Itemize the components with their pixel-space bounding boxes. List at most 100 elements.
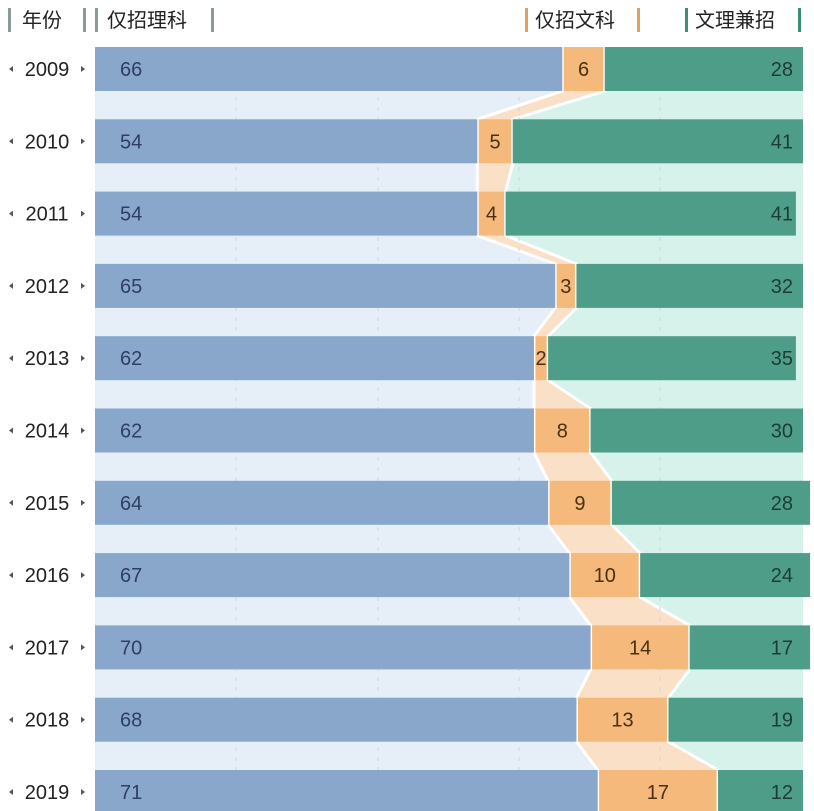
bar-both bbox=[668, 697, 803, 742]
bar-arts-only bbox=[556, 263, 575, 308]
value-label-both: 41 bbox=[771, 204, 793, 226]
value-label-arts-only: 8 bbox=[557, 421, 568, 443]
value-label-arts-only: 2 bbox=[535, 348, 546, 370]
year-arrow-left bbox=[9, 427, 13, 434]
value-label-science-only: 70 bbox=[120, 637, 142, 659]
bar-arts-only bbox=[592, 625, 689, 670]
year-label: 2011 bbox=[25, 204, 68, 226]
header-separator bbox=[798, 8, 801, 32]
value-label-both: 19 bbox=[771, 710, 793, 732]
value-label-arts-only: 4 bbox=[486, 204, 497, 226]
bar-science-only bbox=[95, 480, 549, 525]
year-arrow-right bbox=[81, 66, 85, 72]
bar-science-only bbox=[95, 553, 570, 598]
year-label: 2019 bbox=[25, 782, 70, 804]
bar-both bbox=[576, 263, 803, 308]
year-label: 2012 bbox=[25, 276, 70, 298]
bar-both bbox=[512, 119, 803, 164]
value-label-both: 17 bbox=[771, 637, 793, 659]
bar-arts-only bbox=[549, 480, 611, 525]
value-label-arts-only: 14 bbox=[629, 637, 651, 659]
value-label-both: 28 bbox=[771, 493, 793, 515]
value-label-arts-only: 6 bbox=[578, 59, 589, 81]
bar-science-only bbox=[95, 625, 591, 670]
bar-both bbox=[611, 480, 811, 525]
value-label-science-only: 68 bbox=[120, 710, 142, 732]
year-label: 2017 bbox=[25, 637, 70, 659]
header-year: 年份 bbox=[22, 9, 62, 32]
year-label: 2018 bbox=[25, 710, 70, 732]
bar-both bbox=[604, 47, 803, 91]
value-label-science-only: 54 bbox=[120, 131, 142, 153]
bar-both bbox=[640, 553, 811, 598]
value-label-science-only: 62 bbox=[120, 421, 142, 443]
value-label-both: 32 bbox=[771, 276, 793, 298]
value-label-arts-only: 9 bbox=[574, 493, 585, 515]
bar-arts-only bbox=[478, 191, 505, 236]
year-arrow-left bbox=[9, 499, 13, 506]
bar-science-only bbox=[95, 408, 534, 453]
year-label: 2013 bbox=[25, 348, 70, 370]
value-label-both: 30 bbox=[771, 421, 793, 443]
bar-both bbox=[689, 625, 811, 670]
header-science-only: 仅招理科 bbox=[107, 9, 187, 32]
value-label-arts-only: 3 bbox=[560, 276, 571, 298]
year-arrow-right bbox=[81, 355, 85, 362]
header-separator bbox=[525, 8, 528, 32]
value-label-both: 28 bbox=[771, 59, 793, 81]
value-label-science-only: 65 bbox=[120, 276, 142, 298]
bar-arts-only bbox=[570, 553, 639, 598]
year-arrow-right bbox=[81, 210, 85, 217]
header-separator bbox=[83, 8, 86, 32]
header-both: 文理兼招 bbox=[695, 9, 775, 32]
bar-arts-only bbox=[535, 408, 590, 453]
bar-arts-only bbox=[563, 47, 604, 91]
value-label-science-only: 62 bbox=[120, 348, 142, 370]
bar-science-only bbox=[95, 770, 598, 811]
column-headers: 年份 仅招理科 仅招文科 文理兼招 bbox=[8, 8, 801, 32]
year-label: 2014 bbox=[25, 421, 70, 443]
year-arrow-left bbox=[9, 210, 13, 217]
value-label-arts-only: 10 bbox=[594, 565, 616, 587]
arts-band bbox=[477, 47, 719, 811]
bar-science-only bbox=[95, 336, 534, 381]
header-separator bbox=[685, 8, 688, 32]
value-label-arts-only: 13 bbox=[611, 710, 633, 732]
year-arrow-left bbox=[9, 716, 13, 723]
header-separator bbox=[8, 8, 11, 32]
year-arrow-left bbox=[9, 138, 13, 145]
value-label-science-only: 67 bbox=[120, 565, 142, 587]
year-arrow-right bbox=[81, 716, 85, 723]
header-arts-only: 仅招文科 bbox=[535, 9, 615, 32]
value-label-both: 12 bbox=[771, 782, 793, 804]
value-label-science-only: 66 bbox=[120, 59, 142, 81]
header-separator bbox=[211, 8, 214, 32]
bar-arts-only bbox=[577, 697, 667, 742]
bar-both bbox=[548, 336, 796, 381]
year-label: 2010 bbox=[25, 131, 70, 153]
bar-both bbox=[718, 770, 803, 811]
year-label: 2015 bbox=[25, 493, 70, 515]
header-separator bbox=[637, 8, 640, 32]
bar-science-only bbox=[95, 697, 577, 742]
year-arrow-left bbox=[9, 66, 13, 72]
year-arrow-right bbox=[81, 499, 85, 506]
bar-both bbox=[505, 191, 796, 236]
value-label-arts-only: 17 bbox=[647, 782, 669, 804]
year-label: 2009 bbox=[25, 59, 70, 81]
year-arrow-right bbox=[81, 282, 85, 289]
year-label: 2016 bbox=[25, 565, 70, 587]
value-label-science-only: 71 bbox=[120, 782, 142, 804]
value-label-arts-only: 5 bbox=[489, 131, 500, 153]
bar-arts-only bbox=[599, 770, 717, 811]
year-arrow-right bbox=[81, 138, 85, 145]
value-label-both: 35 bbox=[771, 348, 793, 370]
bar-arts-only bbox=[478, 119, 512, 164]
year-arrow-right bbox=[81, 427, 85, 434]
bar-arts-only bbox=[535, 336, 547, 381]
value-label-both: 41 bbox=[771, 131, 793, 153]
year-arrow-left bbox=[9, 644, 13, 651]
value-label-science-only: 54 bbox=[120, 204, 142, 226]
